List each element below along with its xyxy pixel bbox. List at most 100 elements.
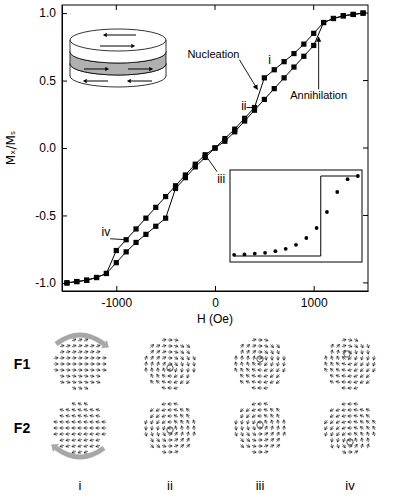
vector-arrow xyxy=(241,408,244,411)
vector-field xyxy=(54,335,109,389)
vector-arrow xyxy=(246,356,249,360)
vector-arrow xyxy=(60,345,64,348)
vector-field xyxy=(325,402,376,453)
vector-arrow xyxy=(186,444,189,447)
vector-arrow xyxy=(342,369,346,372)
vector-arrow xyxy=(282,356,285,360)
column-label: iv xyxy=(345,478,355,493)
vector-arrow xyxy=(252,375,256,378)
annotation-leader xyxy=(110,238,124,240)
vector-arrow xyxy=(78,357,82,360)
vector-arrow xyxy=(354,433,358,436)
vector-arrow xyxy=(366,374,369,377)
vector-arrow xyxy=(270,356,273,360)
annotation-leader xyxy=(239,60,257,90)
vector-arrow xyxy=(66,426,70,429)
vector-arrow xyxy=(144,432,147,436)
vector-arrow xyxy=(168,344,172,347)
vector-arrow xyxy=(258,438,262,441)
vector-arrow xyxy=(241,362,244,366)
plot-background xyxy=(230,170,362,262)
data-point xyxy=(272,67,277,72)
vector-arrow xyxy=(180,380,183,383)
vector-arrow xyxy=(331,438,334,442)
vector-arrow xyxy=(66,345,70,348)
data-point xyxy=(243,253,247,257)
vector-arrow xyxy=(151,420,154,424)
vector-arrow xyxy=(253,420,256,424)
annotation-label: i xyxy=(268,53,271,67)
vector-arrow xyxy=(72,438,76,441)
plot-frame xyxy=(230,170,362,262)
vector-arrow xyxy=(258,350,262,353)
vector-arrow xyxy=(90,351,94,354)
vector-arrow xyxy=(276,426,279,430)
vector-arrow xyxy=(264,374,268,377)
y-tick-mark-right xyxy=(363,282,368,283)
vector-arrow xyxy=(60,415,64,418)
vector-arrow xyxy=(60,426,64,429)
vector-arrow xyxy=(354,444,357,448)
vector-arrow xyxy=(96,438,100,441)
vector-arrow xyxy=(258,414,262,417)
vector-arrow xyxy=(72,426,76,429)
vector-arrow xyxy=(252,387,256,390)
magnetization-arrow xyxy=(104,33,136,36)
vector-arrow xyxy=(84,374,88,377)
vector-arrow xyxy=(78,444,82,447)
vector-arrow xyxy=(84,438,88,441)
series-line xyxy=(234,176,358,256)
vector-arrow xyxy=(174,451,178,454)
vector-arrow xyxy=(102,362,106,365)
vector-arrow xyxy=(66,374,70,377)
annotation-leader xyxy=(246,107,252,108)
vector-arrow xyxy=(342,339,346,342)
vector-arrow xyxy=(156,356,159,359)
vector-arrow xyxy=(348,344,352,347)
annotation-label: iv xyxy=(101,225,110,239)
vector-arrow xyxy=(162,375,166,378)
data-point xyxy=(143,232,148,237)
magnetization-arrow xyxy=(128,79,152,82)
y-tick-mark-right xyxy=(363,80,368,81)
data-point xyxy=(301,42,306,47)
data-point xyxy=(74,279,79,284)
vector-arrow xyxy=(348,408,352,411)
data-point xyxy=(163,194,168,199)
vector-arrow xyxy=(342,402,346,405)
vector-arrow xyxy=(240,438,243,441)
vortex-core xyxy=(347,439,353,445)
vector-field xyxy=(234,402,285,453)
vector-arrow xyxy=(366,444,369,448)
vortex-core xyxy=(167,365,173,371)
vector-arrow xyxy=(264,344,268,347)
vector-arrow xyxy=(343,438,346,442)
vector-arrow xyxy=(264,338,268,341)
vector-arrow xyxy=(373,362,376,366)
x-axis: -100001000 xyxy=(63,286,369,310)
vector-arrow xyxy=(72,415,76,418)
vector-arrow xyxy=(246,381,250,384)
vector-arrow xyxy=(175,426,178,430)
vector-arrow xyxy=(271,414,274,418)
vector-arrow xyxy=(330,375,334,378)
vector-arrow xyxy=(264,380,268,383)
vector-arrow xyxy=(283,368,286,372)
vector-arrow xyxy=(72,362,76,365)
data-point xyxy=(94,275,99,280)
data-point xyxy=(331,16,336,21)
data-point xyxy=(64,280,69,285)
vector-arrow xyxy=(360,427,363,430)
vector-arrow xyxy=(60,368,64,371)
data-point xyxy=(263,251,267,255)
vector-arrow xyxy=(181,420,184,424)
y-tick-mark xyxy=(62,215,67,216)
vector-arrow xyxy=(360,421,364,424)
vortex-core xyxy=(257,422,263,428)
vector-arrow xyxy=(84,380,88,383)
y-axis-title: Mₓ/Mₛ xyxy=(4,131,18,166)
vector-arrow xyxy=(60,444,64,447)
vector-arrow xyxy=(150,356,153,360)
vector-arrow xyxy=(157,374,160,378)
vector-arrow xyxy=(163,368,166,372)
